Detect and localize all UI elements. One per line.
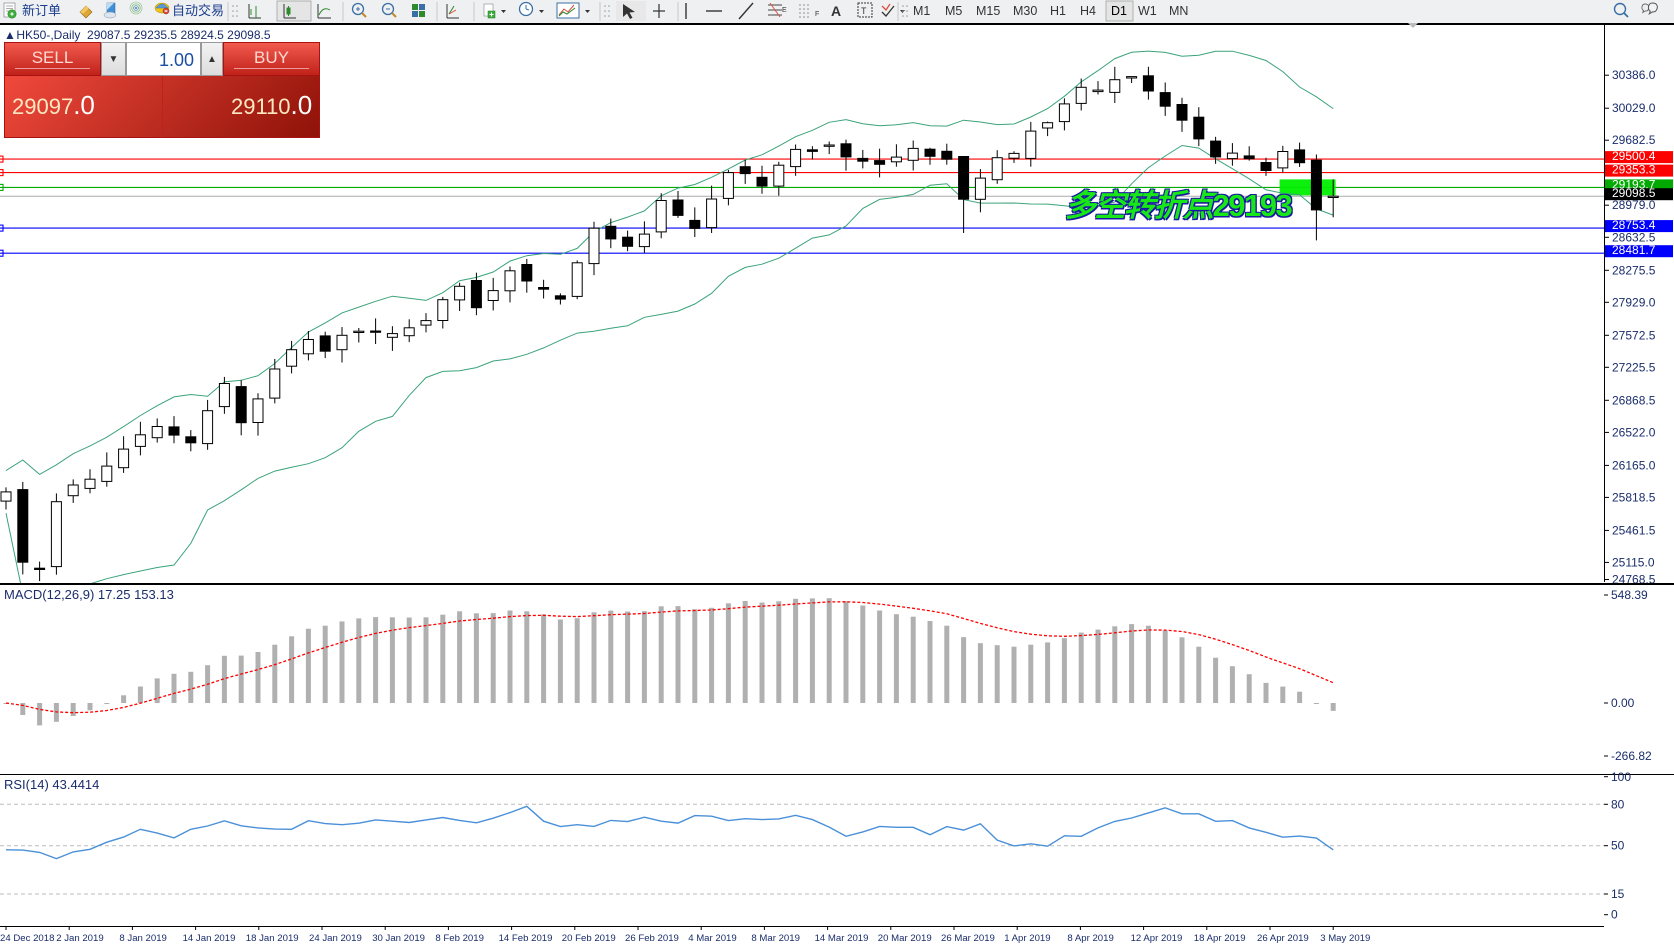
svg-text:1 Apr 2019: 1 Apr 2019	[1004, 933, 1050, 944]
svg-text:15: 15	[1611, 887, 1625, 901]
svg-text:14 Jan 2019: 14 Jan 2019	[183, 933, 236, 944]
svg-text:新订单: 新订单	[22, 3, 61, 18]
svg-text:29682.5: 29682.5	[1612, 133, 1656, 147]
svg-text:18 Apr 2019: 18 Apr 2019	[1194, 933, 1246, 944]
svg-text:24 Dec 2018: 24 Dec 2018	[0, 933, 54, 944]
svg-text:26 Mar 2019: 26 Mar 2019	[941, 933, 995, 944]
svg-text:M15: M15	[976, 4, 1000, 18]
svg-text:RSI(14) 43.4414: RSI(14) 43.4414	[4, 777, 99, 792]
svg-text:14 Feb 2019: 14 Feb 2019	[499, 933, 553, 944]
svg-text:100: 100	[1611, 770, 1631, 784]
svg-text:A: A	[831, 3, 841, 19]
svg-text:50: 50	[1611, 839, 1625, 853]
svg-text:30 Jan 2019: 30 Jan 2019	[372, 933, 425, 944]
svg-text:26522.0: 26522.0	[1612, 425, 1656, 439]
svg-text:80: 80	[1611, 797, 1625, 811]
svg-text:25115.0: 25115.0	[1612, 555, 1655, 569]
svg-text:28632.5: 28632.5	[1612, 230, 1656, 244]
svg-text:2 Jan 2019: 2 Jan 2019	[56, 933, 103, 944]
svg-text:29353.3: 29353.3	[1612, 163, 1656, 177]
svg-text:MN: MN	[1169, 4, 1188, 18]
svg-text:30029.0: 30029.0	[1612, 101, 1656, 115]
svg-text:-266.82: -266.82	[1611, 749, 1652, 763]
svg-text:0: 0	[1611, 908, 1618, 922]
svg-text:T: T	[861, 6, 867, 16]
svg-text:E: E	[782, 7, 787, 14]
svg-text:548.39: 548.39	[1611, 588, 1648, 602]
svg-text:28481.7: 28481.7	[1612, 243, 1656, 257]
svg-text:27929.0: 27929.0	[1612, 295, 1656, 309]
svg-text:F: F	[815, 11, 819, 18]
svg-text:20 Mar 2019: 20 Mar 2019	[878, 933, 932, 944]
svg-text:0.00: 0.00	[1611, 696, 1635, 710]
svg-text:W1: W1	[1138, 4, 1157, 18]
svg-text:MACD(12,26,9) 17.25 153.13: MACD(12,26,9) 17.25 153.13	[4, 587, 174, 602]
svg-text:12 Apr 2019: 12 Apr 2019	[1131, 933, 1183, 944]
svg-text:20 Feb 2019: 20 Feb 2019	[562, 933, 616, 944]
svg-text:H4: H4	[1080, 4, 1096, 18]
svg-text:26 Feb 2019: 26 Feb 2019	[625, 933, 679, 944]
svg-text:8 Apr 2019: 8 Apr 2019	[1067, 933, 1113, 944]
svg-text:28979.0: 28979.0	[1612, 198, 1656, 212]
svg-text:29500.4: 29500.4	[1612, 149, 1656, 163]
svg-text:25461.5: 25461.5	[1612, 523, 1656, 537]
svg-text:26868.5: 26868.5	[1612, 393, 1656, 407]
svg-text:26 Apr 2019: 26 Apr 2019	[1257, 933, 1309, 944]
svg-text:8 Jan 2019: 8 Jan 2019	[119, 933, 166, 944]
svg-text:30386.0: 30386.0	[1612, 68, 1656, 82]
svg-text:28275.5: 28275.5	[1612, 263, 1656, 277]
svg-text:8 Feb 2019: 8 Feb 2019	[435, 933, 484, 944]
svg-text:27225.5: 27225.5	[1612, 360, 1656, 374]
svg-text:8 Mar 2019: 8 Mar 2019	[751, 933, 800, 944]
svg-text:3 May 2019: 3 May 2019	[1320, 933, 1370, 944]
svg-text:D1: D1	[1111, 4, 1127, 18]
svg-text:24 Jan 2019: 24 Jan 2019	[309, 933, 362, 944]
svg-text:M30: M30	[1013, 4, 1037, 18]
svg-text:14 Mar 2019: 14 Mar 2019	[815, 933, 869, 944]
svg-text:H1: H1	[1050, 4, 1066, 18]
svg-text:27572.5: 27572.5	[1612, 328, 1656, 342]
svg-text:M5: M5	[945, 4, 962, 18]
svg-text:18 Jan 2019: 18 Jan 2019	[246, 933, 299, 944]
svg-text:26165.0: 26165.0	[1612, 458, 1656, 472]
svg-text:4 Mar 2019: 4 Mar 2019	[688, 933, 737, 944]
svg-text:25818.5: 25818.5	[1612, 490, 1656, 504]
svg-text:自动交易: 自动交易	[172, 3, 224, 18]
svg-text:M1: M1	[913, 4, 930, 18]
